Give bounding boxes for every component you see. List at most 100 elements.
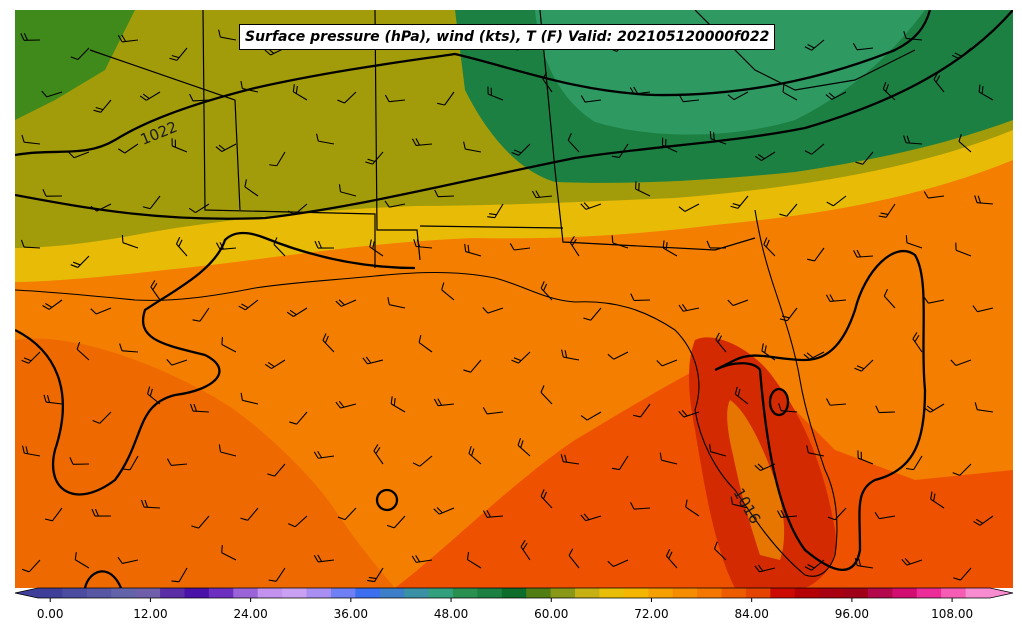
wind-barb xyxy=(267,463,286,477)
wind-barb xyxy=(313,554,335,563)
wind-barb xyxy=(901,557,923,566)
wind-barb xyxy=(511,143,531,156)
colorbar-tick-label: 0.00 xyxy=(37,607,64,621)
wind-barb xyxy=(825,91,847,100)
colorbar-swatch xyxy=(330,588,356,598)
colorbar-ticks: 0.00 12.00 24.00 36.00 48.00 60.00 72.00 84.00 9… xyxy=(37,598,973,621)
wind-barb xyxy=(727,299,749,307)
temp-band-nw-green xyxy=(15,10,135,120)
wind-barb xyxy=(561,349,580,361)
wind-barb xyxy=(883,288,896,309)
wind-barb xyxy=(433,398,455,407)
wind-barb xyxy=(70,255,90,268)
wind-barb xyxy=(678,203,700,212)
wind-barb xyxy=(779,203,798,217)
wind-barb xyxy=(221,545,237,561)
wind-barb xyxy=(413,239,433,249)
wind-barb xyxy=(580,411,602,421)
wind-barb xyxy=(656,359,678,367)
wind-barb xyxy=(468,446,482,465)
wind-barb xyxy=(905,235,923,249)
wind-barb xyxy=(322,333,335,353)
wind-barb xyxy=(92,411,112,424)
colorbar-tick-label: 60.00 xyxy=(534,607,568,621)
wind-barb xyxy=(373,444,384,465)
wind-barb xyxy=(21,559,41,573)
wind-barb xyxy=(20,33,41,41)
colorbar-swatch xyxy=(86,588,112,598)
wind-barb xyxy=(288,515,308,528)
wind-barb xyxy=(384,94,406,103)
wind-barb xyxy=(411,138,433,146)
wind-barb xyxy=(807,247,825,262)
wind-barb xyxy=(218,29,237,41)
wind-barb xyxy=(418,334,433,353)
wind-barb xyxy=(923,296,945,304)
wind-barb xyxy=(874,512,896,520)
wind-barb xyxy=(42,189,63,197)
wind-barb xyxy=(509,243,531,251)
wind-barb xyxy=(41,90,63,98)
wind-barb xyxy=(166,359,188,366)
wind-barb xyxy=(337,91,357,104)
wind-barb xyxy=(142,195,161,210)
wind-barb xyxy=(953,567,972,581)
colorbar-swatches xyxy=(14,587,1014,599)
wind-barb xyxy=(20,239,41,249)
wind-barb xyxy=(215,242,237,250)
wind-barb xyxy=(466,551,482,569)
wind-barb xyxy=(119,343,139,353)
wind-barb xyxy=(215,143,237,152)
wind-barb xyxy=(316,133,335,145)
wind-barb xyxy=(221,336,237,353)
wind-barb xyxy=(335,299,357,307)
colorbar-swatch xyxy=(501,588,527,598)
colorbar-tick-label: 72.00 xyxy=(634,607,668,621)
wind-barb xyxy=(569,235,580,257)
state-border-fl-al xyxy=(419,225,564,229)
wind-barb xyxy=(386,515,406,529)
wind-barb xyxy=(903,31,923,41)
wind-barb xyxy=(825,294,847,303)
colorbar-swatch xyxy=(477,588,503,598)
colorbar-swatch xyxy=(575,588,600,598)
colorbar-swatch xyxy=(599,588,625,598)
wind-barb xyxy=(463,141,482,153)
wind-barb xyxy=(91,508,112,517)
wind-barb xyxy=(43,394,63,405)
isobar-small-ellipse xyxy=(768,387,790,417)
coastline xyxy=(15,209,838,577)
wind-barb xyxy=(93,99,112,113)
wind-barb xyxy=(482,510,504,518)
wind-barb xyxy=(434,189,455,198)
wind-barb xyxy=(782,84,798,101)
wind-barb xyxy=(973,515,994,526)
colorbar-swatch xyxy=(794,588,820,598)
colorbar-swatch xyxy=(892,588,918,598)
wind-barb xyxy=(76,341,90,361)
colorbar-swatch xyxy=(623,588,649,598)
colorbar-extend-max xyxy=(990,588,1013,598)
wind-barb xyxy=(166,458,188,466)
wind-barb xyxy=(878,203,896,218)
wind-barb xyxy=(292,84,308,101)
wind-barb xyxy=(923,191,945,199)
temp-band-florida-interior xyxy=(727,400,785,560)
wind-barb xyxy=(903,135,923,145)
wind-barb xyxy=(715,332,727,353)
colorbar-swatch xyxy=(62,588,88,598)
wind-barb xyxy=(583,307,602,321)
map-panel: 1022 1016 Surface pressure (hPa), wind (… xyxy=(15,10,1013,588)
colorbar-swatch xyxy=(135,588,161,598)
map-title: Surface pressure (hPa), wind (kts), T (F… xyxy=(239,24,776,50)
wind-barb xyxy=(140,499,161,509)
colorbar-tick-label: 12.00 xyxy=(133,607,167,621)
wind-barb xyxy=(384,200,406,208)
colorbar-swatch xyxy=(745,588,771,598)
wind-barb xyxy=(42,299,63,310)
wind-barb xyxy=(487,203,504,219)
wind-barb xyxy=(412,455,433,467)
colorbar-extend-min xyxy=(15,588,38,598)
wind-barb xyxy=(139,91,161,101)
colorbar-tick-label: 84.00 xyxy=(734,607,768,621)
